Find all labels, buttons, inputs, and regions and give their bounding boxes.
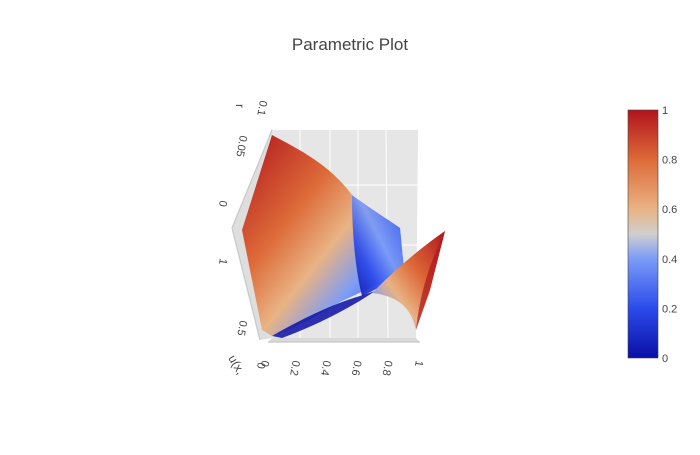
colorbar-tick-label: 1 (662, 105, 668, 117)
z-tick-label: 0 (216, 199, 229, 207)
y-tick-label: 1 (216, 257, 229, 265)
x-tick-label: 0.2 (287, 359, 301, 376)
x-tick-label: 1 (412, 359, 425, 367)
y-axis-ticks: 00.51 (216, 257, 267, 369)
y-tick-label: 0.5 (234, 319, 248, 336)
z-tick-label: 0.05 (233, 134, 249, 157)
x-axis-ticks: 0 0.2 0.4 0.6 0.8 1 (258, 359, 425, 376)
colorbar-tick-label: 0.2 (662, 303, 677, 315)
surface-right-face (352, 195, 404, 296)
surface-bottom-edge (272, 270, 404, 338)
colorbar-tick-label: 0.4 (662, 254, 677, 266)
chart-title: Parametric Plot (292, 35, 408, 54)
surface-lobe-edge (416, 231, 445, 330)
x-tick-label: 0.6 (349, 359, 363, 376)
colorbar-tick-label: 0.8 (662, 155, 677, 167)
z-tick-label: 0.1 (254, 99, 268, 116)
colorbar-tick-label: 0.6 (662, 204, 677, 216)
y-axis-line (231, 227, 261, 341)
colorbar: 0 0.2 0.4 0.6 0.8 1 (627, 105, 677, 365)
z-axis-line (231, 129, 273, 229)
x-tick-label: 0.8 (380, 359, 394, 376)
z-axis-ticks: 0 0.05 0.1 (216, 99, 269, 207)
colorbar-ticks: 0 0.2 0.4 0.6 0.8 1 (662, 105, 677, 365)
surface-lobe (372, 231, 445, 330)
x-tick-label: 0 (258, 359, 271, 367)
y-tick-label: 0 (254, 361, 267, 369)
z-axis-title: r (233, 104, 247, 108)
x-axis-title: u(x, (225, 353, 247, 377)
colorbar-tick-label: 0 (662, 353, 668, 365)
scene-3d[interactable] (231, 129, 445, 343)
x-tick-label: 0.4 (318, 359, 332, 376)
floor-pane (268, 338, 420, 342)
colorbar-gradient (627, 109, 659, 359)
